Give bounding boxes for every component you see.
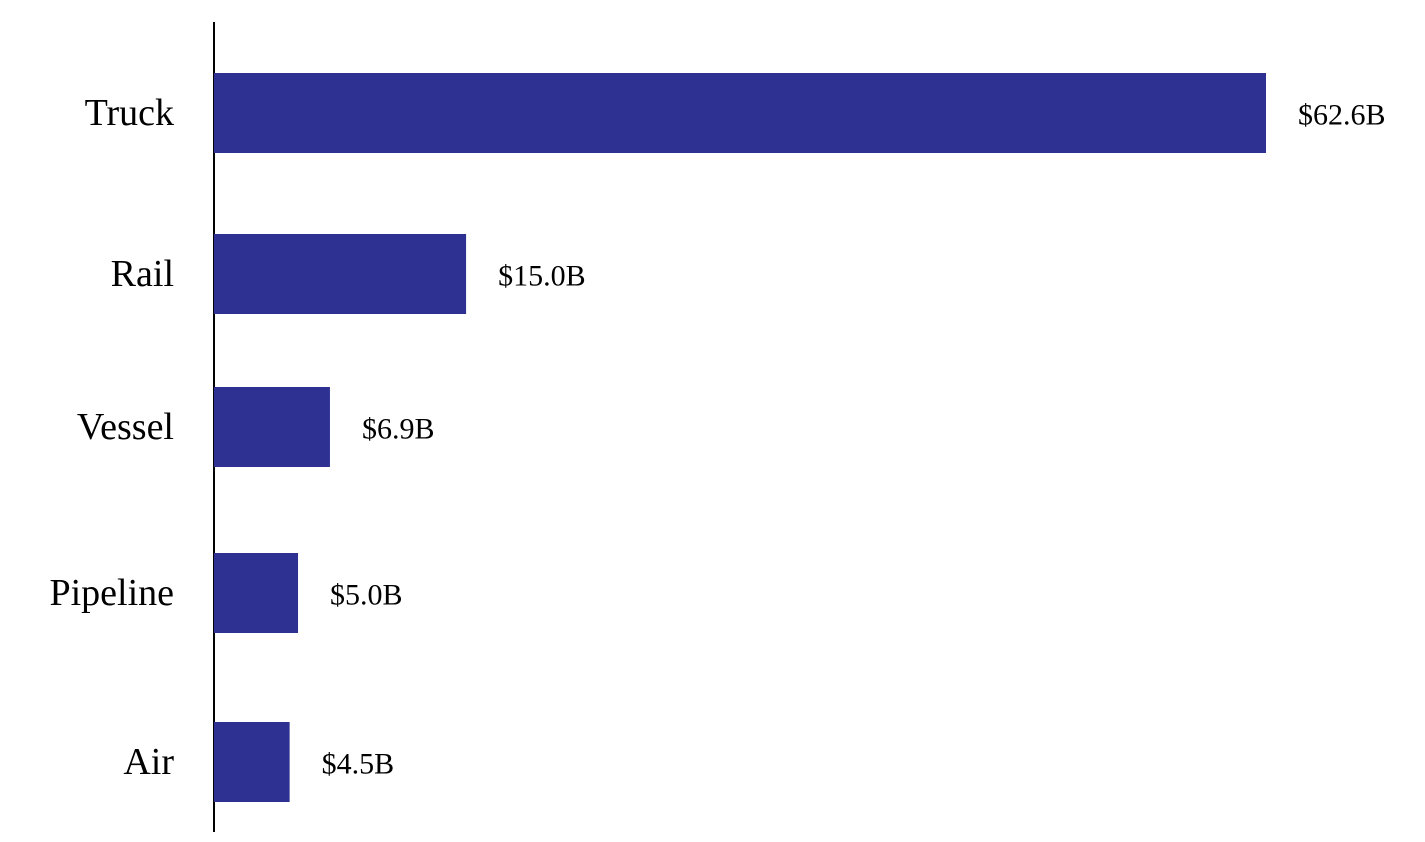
bar-vessel — [214, 387, 330, 467]
value-label-air: $4.5B — [322, 748, 395, 781]
value-labels-group: $62.6B $15.0B $6.9B $5.0B $4.5B — [322, 99, 1386, 781]
bar-rail — [214, 234, 467, 314]
bar-air — [214, 722, 290, 802]
bar-truck — [214, 73, 1266, 153]
value-label-truck: $62.6B — [1298, 99, 1386, 132]
value-label-pipeline: $5.0B — [330, 579, 403, 612]
category-labels-group: Truck Rail Vessel Pipeline Air — [49, 92, 174, 783]
category-label-air: Air — [123, 741, 174, 783]
category-label-rail: Rail — [111, 253, 174, 295]
value-label-rail: $15.0B — [498, 260, 586, 293]
value-label-vessel: $6.9B — [362, 413, 435, 446]
category-label-truck: Truck — [85, 92, 174, 134]
category-label-vessel: Vessel — [77, 406, 174, 448]
bar-pipeline — [214, 553, 299, 633]
category-label-pipeline: Pipeline — [49, 572, 174, 614]
bars-group — [214, 73, 1266, 802]
